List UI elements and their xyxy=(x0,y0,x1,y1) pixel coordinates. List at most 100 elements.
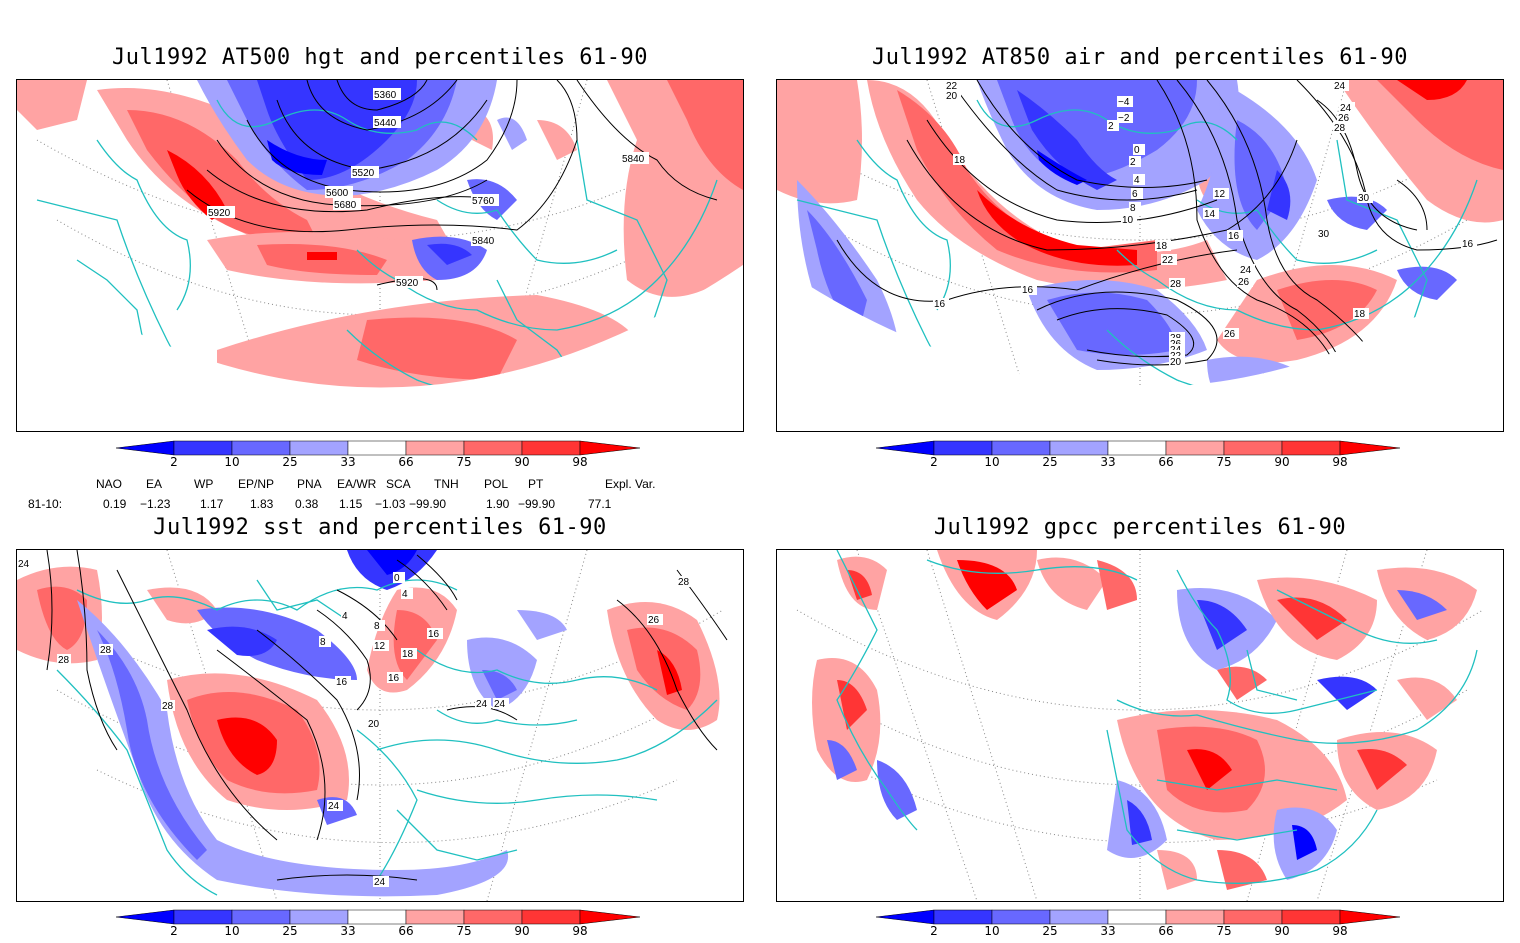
contour-label: 16 xyxy=(428,629,440,640)
contour-label: 12 xyxy=(1214,189,1226,200)
index-value: 1.90 xyxy=(486,497,510,511)
colorbar-swatch xyxy=(1107,440,1167,456)
index-value: 1.83 xyxy=(250,497,274,511)
contour-label: 5680 xyxy=(334,200,357,211)
colorbar-label: 2 xyxy=(930,455,938,469)
contour-label: −2 xyxy=(1118,113,1130,124)
index-value: −1.23 xyxy=(140,497,171,511)
colorbar-label: 10 xyxy=(224,924,240,938)
index-value: 77.1 xyxy=(588,497,612,511)
index-value: 1.17 xyxy=(200,497,224,511)
colorbar-swatch xyxy=(521,440,581,456)
index-header-row: NAO EA WP EP/NP PNA EA/WR SCA TNH POL PT… xyxy=(0,477,700,491)
contour-label: 20 xyxy=(946,91,958,102)
colorbar-label: 90 xyxy=(1274,455,1290,469)
colorbar-swatch xyxy=(347,440,407,456)
colorbar-swatch xyxy=(933,909,993,925)
contour-label: 30 xyxy=(1318,229,1330,240)
air-title: Jul1992 AT850 air and percentiles 61-90 xyxy=(871,45,1409,70)
colorbar-label: 66 xyxy=(398,924,414,938)
air-map-panel: 22 20 18 16 16 −4 −2 2 0 2 4 6 8 10 12 1… xyxy=(776,79,1504,432)
contour-label: 28 xyxy=(162,701,174,712)
colorbar-swatch xyxy=(463,909,523,925)
index-header: PNA xyxy=(297,477,322,491)
colorbar-swatch xyxy=(173,440,233,456)
contour-label: 8 xyxy=(374,621,380,632)
contour-label: 24 xyxy=(494,699,506,710)
contour-label: 28 xyxy=(58,655,70,666)
contour-label: 0 xyxy=(394,573,400,584)
colorbar-label: 90 xyxy=(514,455,530,469)
index-header: TNH xyxy=(434,477,459,491)
contour-label: 26 xyxy=(648,615,660,626)
colorbar-swatch xyxy=(991,909,1051,925)
colorbar-swatch xyxy=(405,440,465,456)
index-header: EP/NP xyxy=(238,477,275,491)
colorbar-label: 66 xyxy=(398,455,414,469)
contour-label: 5920 xyxy=(396,278,419,289)
colorbar-label: 25 xyxy=(1042,455,1058,469)
colorbar-swatch xyxy=(1049,440,1109,456)
contour-label: 18 xyxy=(402,649,414,660)
colorbar-label: 10 xyxy=(224,455,240,469)
index-value: 0.38 xyxy=(295,497,319,511)
air-map: 22 20 18 16 16 −4 −2 2 0 2 4 6 8 10 12 1… xyxy=(777,80,1503,388)
colorbar-swatch xyxy=(521,909,581,925)
colorbar-swatch xyxy=(116,440,175,456)
contour-label: 16 xyxy=(388,673,400,684)
contour-label: 24 xyxy=(1240,265,1252,276)
colorbar-swatch xyxy=(876,909,935,925)
index-value: −99.90 xyxy=(409,497,447,511)
index-header: NAO xyxy=(96,477,123,491)
colorbar-label: 33 xyxy=(1100,455,1116,469)
colorbar-swatch xyxy=(1281,440,1341,456)
colorbar-swatch xyxy=(231,440,291,456)
contour-label: 22 xyxy=(946,81,958,92)
colorbar-label: 10 xyxy=(984,924,1000,938)
hgt-map: 5360 5440 5520 5600 5680 5760 5840 5840 … xyxy=(17,80,743,388)
index-value: 0.19 xyxy=(103,497,127,511)
colorbar-swatch xyxy=(347,909,407,925)
contour-label: 6 xyxy=(1132,189,1138,200)
contour-label: 30 xyxy=(1358,193,1370,204)
contour-label: 5440 xyxy=(374,118,397,129)
contour-label: 0 xyxy=(1134,145,1140,156)
colorbar-swatch xyxy=(1281,909,1341,925)
colorbar-swatch xyxy=(579,440,641,456)
sst-colorbar: 2 10 25 33 66 75 90 98 xyxy=(116,909,656,943)
contour-label: −4 xyxy=(1118,97,1130,108)
contour-label: 22 xyxy=(1162,255,1174,266)
sst-map: 24 28 28 28 0 4 8 4 8 12 16 16 16 18 20 … xyxy=(17,550,743,901)
index-header: PT xyxy=(528,477,544,491)
index-value: 1.15 xyxy=(339,497,363,511)
colorbar-label: 98 xyxy=(1332,455,1348,469)
contour-label: 26 xyxy=(1338,113,1350,124)
colorbar-label: 75 xyxy=(456,455,472,469)
colorbar-label: 75 xyxy=(1216,455,1232,469)
colorbar-label: 98 xyxy=(1332,924,1348,938)
colorbar-label: 98 xyxy=(572,455,588,469)
colorbar-swatch xyxy=(1339,909,1401,925)
contour-label: 4 xyxy=(402,589,408,600)
index-value-row: 81-10: 0.19 −1.23 1.17 1.83 0.38 1.15 −1… xyxy=(0,497,700,511)
index-value: −1.03 xyxy=(375,497,406,511)
colorbar-swatch xyxy=(463,440,523,456)
colorbar-swatch xyxy=(1339,440,1401,456)
colorbar-label: 98 xyxy=(572,924,588,938)
colorbar-swatch xyxy=(405,909,465,925)
colorbar-label: 33 xyxy=(1100,924,1116,938)
hgt-title: Jul1992 AT500 hgt and percentiles 61-90 xyxy=(111,45,649,70)
colorbar-swatch xyxy=(1107,909,1167,925)
contour-label: 16 xyxy=(1462,239,1474,250)
colorbar-label: 2 xyxy=(930,924,938,938)
contour-label: 26 xyxy=(1224,329,1236,340)
sst-title: Jul1992 sst and percentiles 61-90 xyxy=(153,515,607,540)
index-period: 81-10: xyxy=(28,497,63,511)
contour-label: 10 xyxy=(1122,215,1134,226)
colorbar-swatch xyxy=(289,909,349,925)
gpcc-map xyxy=(777,550,1503,901)
colorbar-label: 33 xyxy=(340,455,356,469)
colorbar-label: 25 xyxy=(282,924,298,938)
contour-label: 4 xyxy=(1134,175,1140,186)
colorbar-swatch xyxy=(1049,909,1109,925)
